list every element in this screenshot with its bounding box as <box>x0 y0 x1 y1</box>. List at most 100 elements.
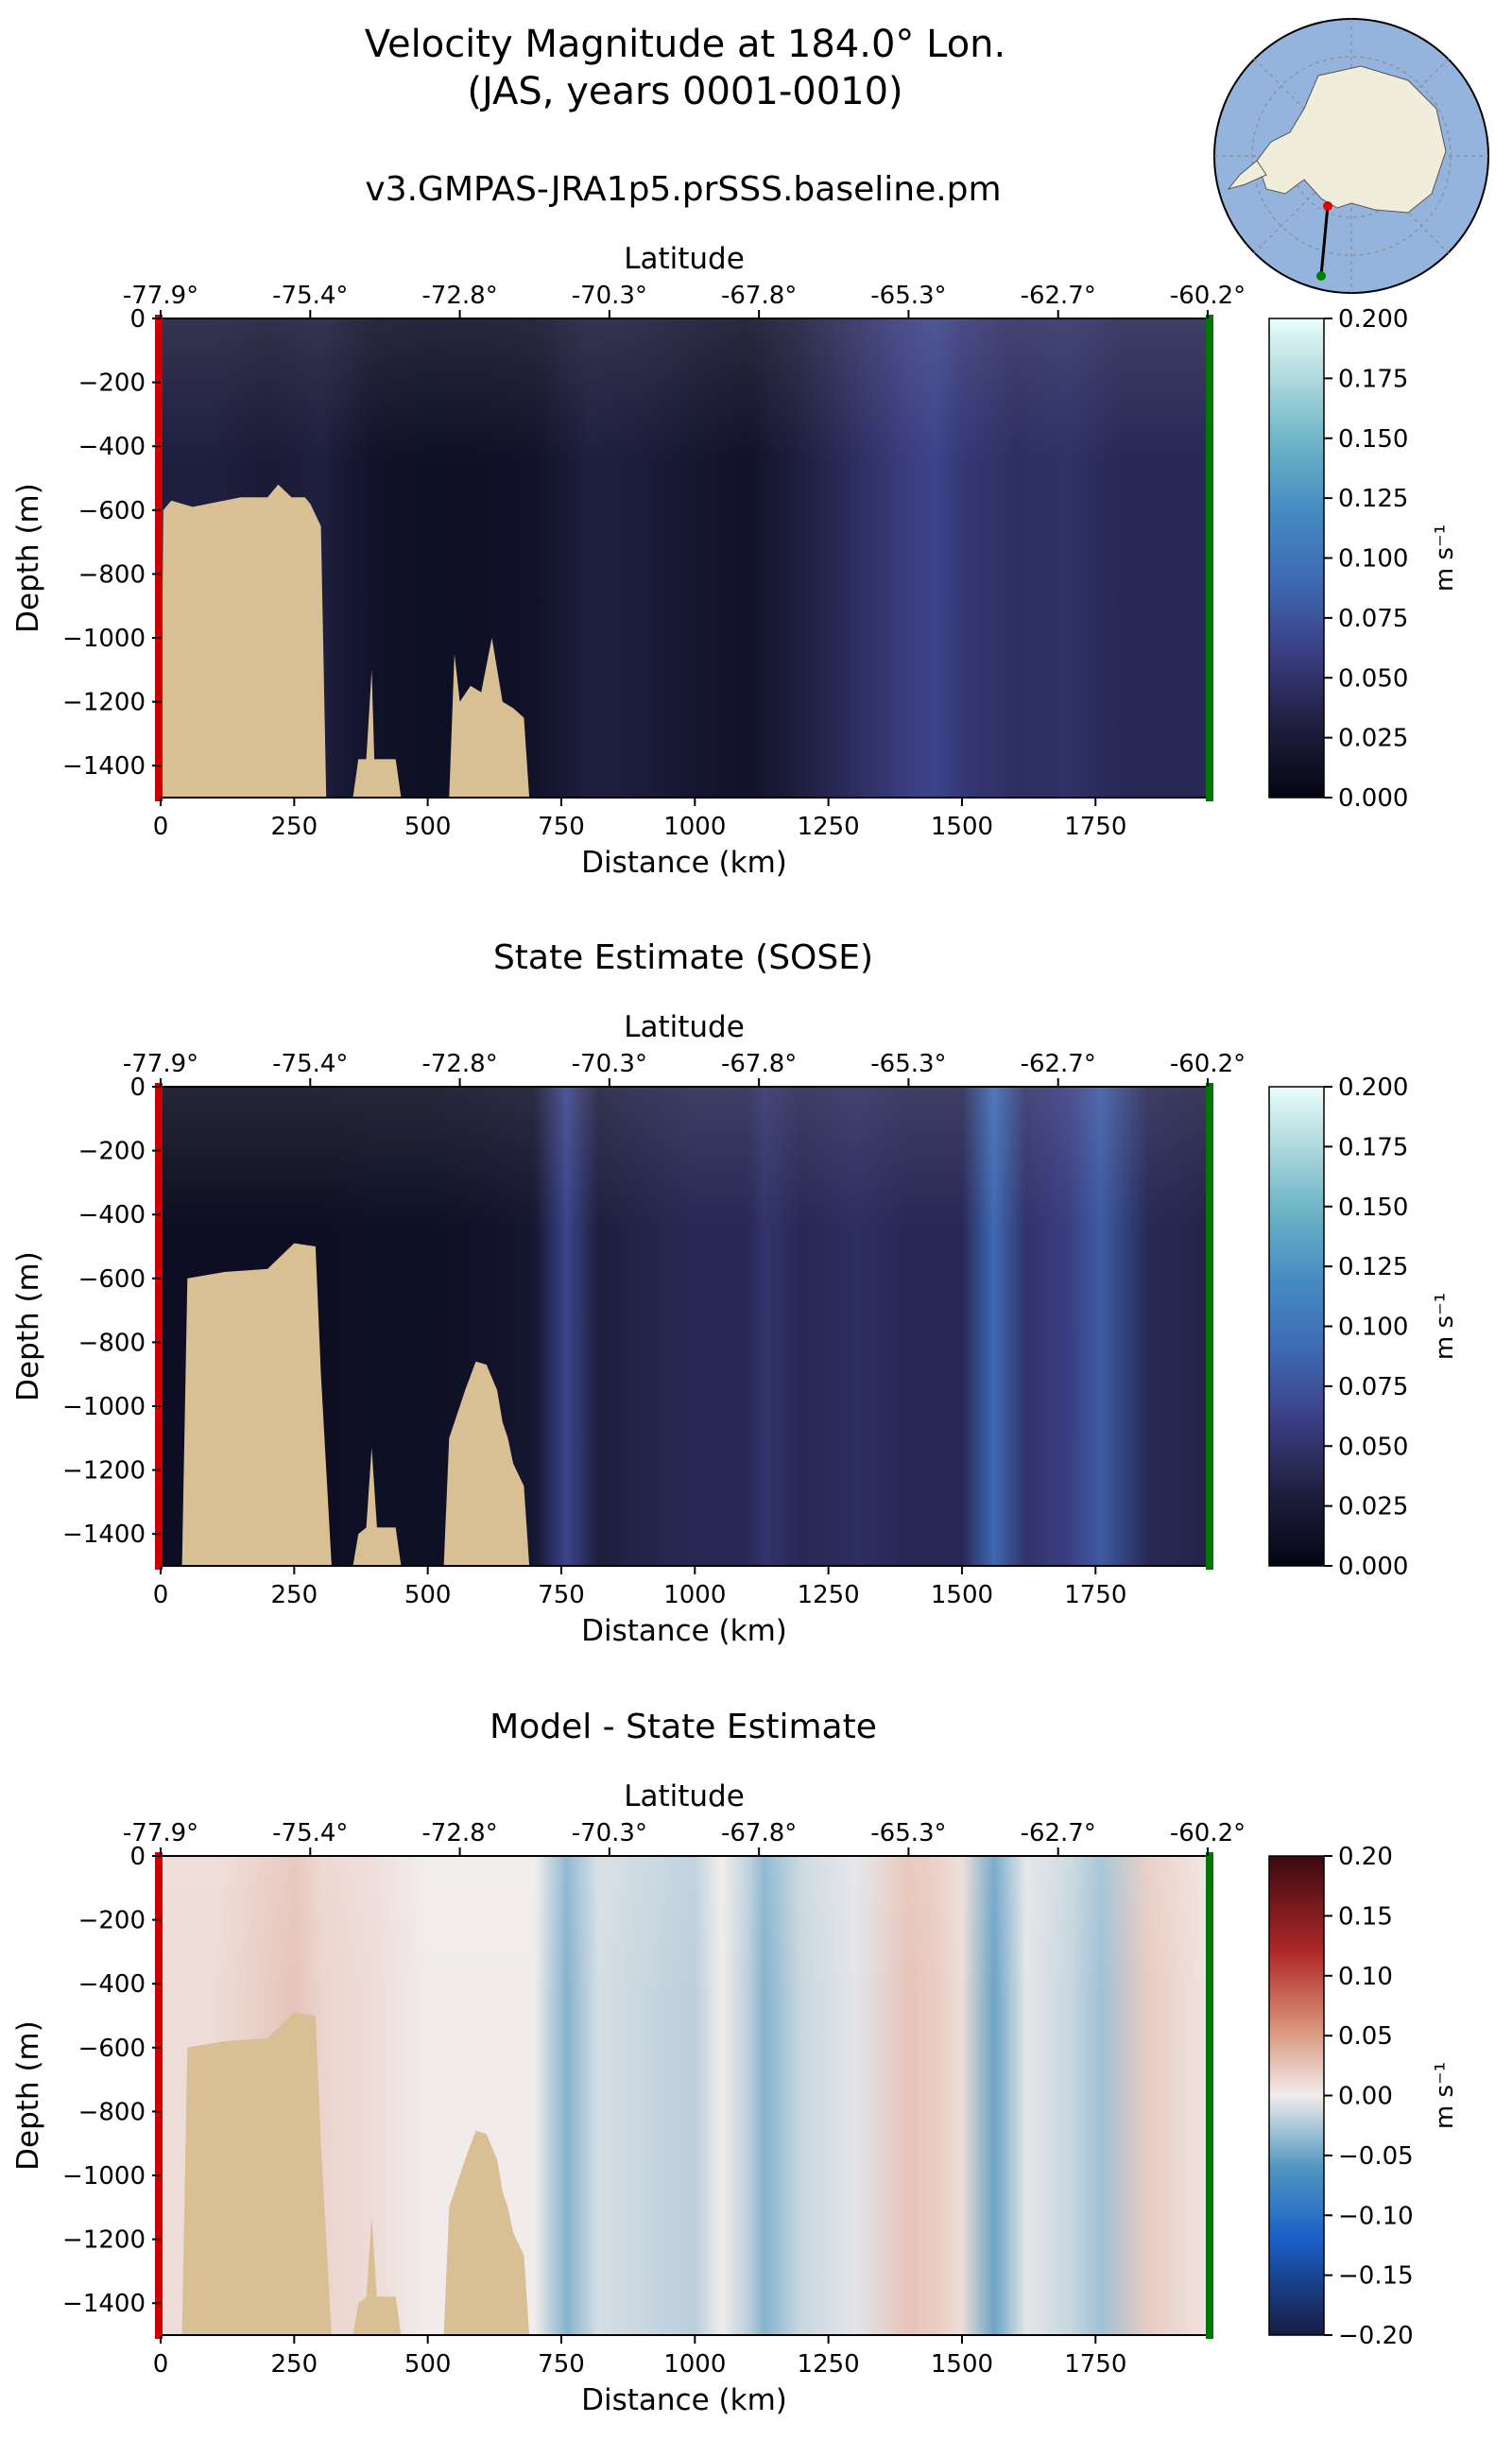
seafloor-bathymetry <box>161 484 530 798</box>
y-tick-label: −1400 <box>62 2290 146 2318</box>
panel-title: Model - State Estimate <box>490 1708 877 1746</box>
colorbar-tick-label: 0.025 <box>1338 1493 1408 1521</box>
y-tick-label: −200 <box>78 1907 146 1935</box>
y-tick-label: −600 <box>78 497 146 525</box>
colorbar-tick-label: 0.050 <box>1338 1433 1408 1461</box>
x-tick-label: 750 <box>538 2350 585 2379</box>
section-end-marker <box>1206 315 1213 801</box>
x-axis-label: Distance (km) <box>581 1614 787 1648</box>
colorbar-tick-label: 0.200 <box>1338 1074 1408 1102</box>
latitude-tick-label: -77.9° <box>123 1050 198 1078</box>
latitude-tick-label: -72.8° <box>421 1819 497 1847</box>
x-axis-label: Distance (km) <box>581 846 787 880</box>
colorbar-label: m s⁻¹ <box>1431 1293 1459 1360</box>
y-tick-label: 0 <box>129 1074 146 1102</box>
latitude-tick-label: -67.8° <box>721 1050 797 1078</box>
x-tick-label: 500 <box>404 813 452 841</box>
seafloor-bathymetry <box>161 1243 530 1566</box>
latitude-tick-label: -67.8° <box>721 282 797 310</box>
y-tick-label: −400 <box>78 1970 146 1999</box>
x-tick-label: 0 <box>153 1581 169 1609</box>
colorbar-label: m s⁻¹ <box>1431 524 1459 592</box>
panel-title: v3.GMPAS-JRA1p5.prSSS.baseline.pm <box>365 170 1001 209</box>
colorbar-tick-label: 0.100 <box>1338 1314 1408 1342</box>
figure-subtitle: (JAS, years 0001-0010) <box>467 70 902 113</box>
colorbar-tick-label: 0.150 <box>1338 425 1408 454</box>
colorbar-tick-label: 0.000 <box>1338 1553 1408 1581</box>
latitude-tick-label: -70.3° <box>572 282 647 310</box>
y-tick-label: −1400 <box>62 752 146 781</box>
chart-panel-3: Model - State Estimate 0 250 500 750 1000 1250… <box>11 1708 1459 2417</box>
latitude-tick-label: -70.3° <box>572 1819 647 1847</box>
panel-title: State Estimate (SOSE) <box>493 938 873 977</box>
y-tick-label: −1400 <box>62 1521 146 1549</box>
colorbar-tick-label: 0.125 <box>1338 485 1408 513</box>
surface-shading <box>161 1856 1208 2335</box>
y-tick-label: −600 <box>78 1265 146 1294</box>
x-tick-label: 1000 <box>663 1581 726 1609</box>
x-tick-label: 1000 <box>663 2350 726 2379</box>
y-tick-label: −800 <box>78 560 146 589</box>
seafloor-bathymetry <box>161 2012 530 2335</box>
y-tick-label: −200 <box>78 369 146 398</box>
figure-title: Velocity Magnitude at 184.0° Lon. <box>365 23 1006 66</box>
x-tick-label: 1500 <box>931 1581 993 1609</box>
latitude-tick-label: -60.2° <box>1170 1050 1246 1078</box>
y-tick-label: −400 <box>78 433 146 461</box>
latitude-tick-label: -62.7° <box>1021 1050 1096 1078</box>
x-tick-label: 250 <box>271 813 318 841</box>
y-tick-label: −1000 <box>62 625 146 653</box>
colorbar-tick-label: 0.075 <box>1338 1373 1408 1401</box>
latitude-tick-label: -62.7° <box>1021 1819 1096 1847</box>
latitude-tick-label: -65.3° <box>870 1050 946 1078</box>
antarctica-map-icon <box>1213 18 1489 294</box>
colorbar-tick-label: 0.125 <box>1338 1253 1408 1281</box>
x-tick-label: 250 <box>271 1581 318 1609</box>
x-tick-label: 1250 <box>798 2350 860 2379</box>
section-end-marker <box>1206 1852 1213 2339</box>
x-tick-label: 1750 <box>1064 2350 1126 2379</box>
x-tick-label: 0 <box>153 813 169 841</box>
surface-shading <box>161 318 1208 798</box>
x-tick-label: 750 <box>538 813 585 841</box>
colorbar-tick-label: 0.000 <box>1338 784 1408 813</box>
latitude-tick-label: -75.4° <box>272 282 348 310</box>
y-tick-label: −1200 <box>62 1457 146 1486</box>
colorbar-tick-label: 0.150 <box>1338 1194 1408 1222</box>
x-tick-label: 500 <box>404 1581 452 1609</box>
colorbar-tick-label: −0.20 <box>1338 2322 1414 2350</box>
latitude-tick-label: -77.9° <box>123 1819 198 1847</box>
y-axis-label: Depth (m) <box>11 1251 45 1401</box>
x-tick-label: 1250 <box>798 1581 860 1609</box>
colorbar-label: m s⁻¹ <box>1431 2062 1459 2129</box>
y-tick-label: −800 <box>78 2098 146 2126</box>
colorbar-tick-label: 0.100 <box>1338 545 1408 574</box>
x-tick-label: 1250 <box>798 813 860 841</box>
colorbar-tick-label: −0.10 <box>1338 2202 1414 2230</box>
colorbar-tick-label: −0.15 <box>1338 2262 1414 2291</box>
colorbar-tick-label: 0.200 <box>1338 305 1408 334</box>
x-tick-label: 500 <box>404 2350 452 2379</box>
colorbar-tick-label: 0.075 <box>1338 605 1408 633</box>
colorbar-tick-label: 0.15 <box>1338 1902 1393 1931</box>
colorbar-tick-label: 0.175 <box>1338 1133 1408 1161</box>
latitude-tick-label: -75.4° <box>272 1050 348 1078</box>
colorbar-tick-label: 0.050 <box>1338 664 1408 693</box>
latitude-tick-label: -77.9° <box>123 282 198 310</box>
colorbar-tick-label: 0.05 <box>1338 2022 1393 2051</box>
latitude-tick-label: -67.8° <box>721 1819 797 1847</box>
latitude-tick-label: -60.2° <box>1170 1819 1246 1847</box>
x-tick-label: 0 <box>153 2350 169 2379</box>
latitude-axis-label: Latitude <box>624 242 745 276</box>
colorbar-tick-label: −0.05 <box>1338 2142 1414 2171</box>
x-axis-label: Distance (km) <box>581 2383 787 2417</box>
x-tick-label: 1750 <box>1064 813 1126 841</box>
x-tick-label: 1000 <box>663 813 726 841</box>
y-tick-label: 0 <box>129 305 146 334</box>
x-tick-label: 750 <box>538 1581 585 1609</box>
y-axis-label: Depth (m) <box>11 2020 45 2171</box>
latitude-axis-label: Latitude <box>624 1010 745 1044</box>
latitude-tick-label: -75.4° <box>272 1819 348 1847</box>
y-tick-label: −400 <box>78 1201 146 1229</box>
latitude-tick-label: -60.2° <box>1170 282 1246 310</box>
